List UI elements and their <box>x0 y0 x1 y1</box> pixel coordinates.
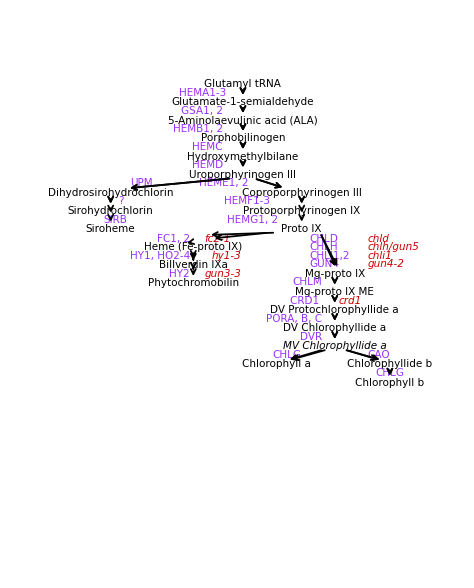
Text: Porphobilinogen: Porphobilinogen <box>201 133 285 143</box>
Text: HY2: HY2 <box>170 269 193 279</box>
Text: Glutamyl tRNA: Glutamyl tRNA <box>204 79 282 89</box>
Text: chlh/gun5: chlh/gun5 <box>368 242 419 252</box>
Text: chld: chld <box>368 233 390 243</box>
Text: Sirohydrochlorin: Sirohydrochlorin <box>68 206 154 216</box>
Text: UPM: UPM <box>130 178 153 188</box>
Text: fc2-1: fc2-1 <box>204 233 231 243</box>
Text: CHLG: CHLG <box>273 350 301 360</box>
Text: Coproporphyrinogen III: Coproporphyrinogen III <box>242 188 362 198</box>
Text: Phytochromobilin: Phytochromobilin <box>148 278 239 288</box>
Text: Glutamate-1-semialdehyde: Glutamate-1-semialdehyde <box>172 97 314 107</box>
Text: crd1: crd1 <box>338 296 362 306</box>
Text: Mg-proto IX: Mg-proto IX <box>305 269 365 279</box>
Text: Proto IX: Proto IX <box>282 224 322 234</box>
Text: HEME1, 2: HEME1, 2 <box>199 178 248 188</box>
Text: Dihydrosirohydrochlorin: Dihydrosirohydrochlorin <box>48 188 173 198</box>
Text: gun4-2: gun4-2 <box>368 259 405 269</box>
Text: Billverdin IXa: Billverdin IXa <box>159 260 228 270</box>
Text: MV Chlorophyllide a: MV Chlorophyllide a <box>283 341 387 351</box>
Text: Siroheme: Siroheme <box>86 224 136 234</box>
Text: CHLM: CHLM <box>292 278 322 288</box>
Text: CRD1: CRD1 <box>290 296 322 306</box>
Text: DVR: DVR <box>300 332 322 342</box>
Text: SIRB: SIRB <box>103 215 127 225</box>
Text: Protoporphyrinogen IX: Protoporphyrinogen IX <box>243 206 360 216</box>
Text: CHLD: CHLD <box>309 233 338 243</box>
Text: CHLI1,2: CHLI1,2 <box>309 250 349 260</box>
Text: FC1, 2: FC1, 2 <box>157 233 193 243</box>
Text: Chlorophyllide b: Chlorophyllide b <box>347 359 432 369</box>
Text: Chlorophyll b: Chlorophyll b <box>356 377 424 387</box>
Text: HEMD: HEMD <box>191 160 223 170</box>
Text: HEMA1-3: HEMA1-3 <box>179 88 227 98</box>
Text: Uroporphyrinogen III: Uroporphyrinogen III <box>190 170 296 180</box>
Text: ?: ? <box>118 196 124 206</box>
Text: DV Protochlorophyllide a: DV Protochlorophyllide a <box>271 305 399 315</box>
Text: Mg-proto IX ME: Mg-proto IX ME <box>295 287 374 297</box>
Text: GUN4: GUN4 <box>309 259 339 269</box>
Text: Heme (Fe-proto IX): Heme (Fe-proto IX) <box>144 242 243 252</box>
Text: HY1, HO2-4: HY1, HO2-4 <box>130 250 193 260</box>
Text: HEMG1, 2: HEMG1, 2 <box>227 215 278 225</box>
Text: Hydroxymethylbilane: Hydroxymethylbilane <box>187 152 299 162</box>
Text: GSA1, 2: GSA1, 2 <box>181 106 223 116</box>
Text: HEMF1-3: HEMF1-3 <box>225 196 271 206</box>
Text: chli1: chli1 <box>368 250 392 260</box>
Text: PORA, B, C: PORA, B, C <box>266 313 322 323</box>
Text: 5-Aminolaevulinic acid (ALA): 5-Aminolaevulinic acid (ALA) <box>168 115 318 125</box>
Text: Chlorophyll a: Chlorophyll a <box>242 359 310 369</box>
Text: HEMB1, 2: HEMB1, 2 <box>173 124 223 134</box>
Text: hy1-3: hy1-3 <box>212 250 241 260</box>
Text: HEMC: HEMC <box>192 142 223 152</box>
Text: gun3-3: gun3-3 <box>204 269 241 279</box>
Text: CHLH: CHLH <box>309 242 337 252</box>
Text: DV Chlorophyllide a: DV Chlorophyllide a <box>283 323 386 333</box>
Text: CAO: CAO <box>368 350 391 360</box>
Text: CHLG: CHLG <box>375 368 404 378</box>
